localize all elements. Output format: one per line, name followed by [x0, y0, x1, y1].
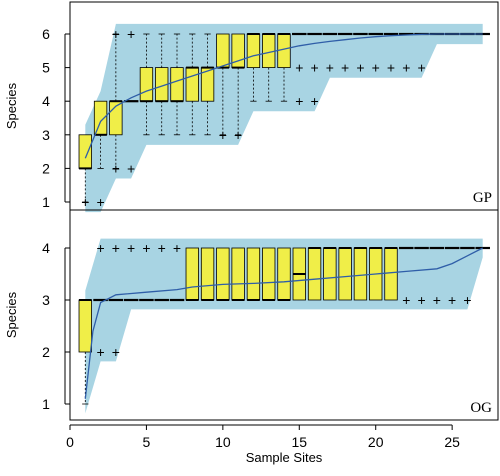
og-box-21 [384, 247, 398, 301]
og-outlier-7-0: + [173, 240, 181, 256]
og-outlier-6-0: + [158, 240, 166, 256]
og-outlier-5-0: + [142, 240, 150, 256]
og-y-axis: 1 2 3 4 [42, 240, 70, 412]
og-confidence-envelope [85, 238, 483, 414]
gp-y-tick-label-5: 5 [42, 60, 50, 76]
x-tick-label-0: 0 [66, 434, 74, 450]
x-tick-label-10: 10 [215, 434, 231, 450]
panel-gp: + + + + + + + + + + + + + + + + + + + 1 2 3 4 5 6 GP Species [4, 1, 499, 213]
og-envelope-area [85, 238, 483, 414]
gp-outlier-11-0: + [234, 127, 242, 143]
gp-boxplots: + + + + + + + + + + + + + + + + + + + [78, 26, 490, 210]
og-box-11 [231, 247, 245, 301]
og-y-tick-label-1: 1 [42, 396, 50, 412]
gp-outlier-16-0: + [310, 60, 318, 76]
og-outlier-2-0: + [96, 240, 104, 256]
og-box-16 [307, 247, 322, 301]
og-outlier-25-0: + [448, 292, 456, 308]
gp-outlier-23-0: + [417, 60, 425, 76]
gp-outlier-4-1: + [127, 160, 135, 176]
gp-outlier-17-0: + [326, 60, 334, 76]
gp-panel-label: GP [473, 190, 492, 206]
gp-box-12 [246, 33, 261, 68]
gp-outlier-16-1: + [310, 93, 318, 109]
gp-outlier-1-0: + [81, 194, 89, 210]
og-outlier-26-0: + [463, 292, 471, 308]
panel-og: + + + + + + + + + + + + + 1 2 3 4 0 5 10 15 20 25 OG Species… [4, 209, 499, 465]
og-outlier-2-1: + [96, 344, 104, 360]
gp-box-2 [93, 100, 108, 136]
og-box-19 [353, 247, 368, 301]
og-outlier-4-0: + [127, 240, 135, 256]
gp-box-14 [277, 33, 291, 68]
og-y-axis-title: Species [4, 291, 19, 338]
og-box-17 [323, 247, 337, 301]
og-box-14 [277, 247, 291, 301]
og-boxplots: + + + + + + + + + + + + + [78, 240, 490, 405]
gp-box-5 [139, 67, 154, 102]
og-outlier-3-0: + [112, 240, 120, 256]
gp-outlier-10-0: + [219, 127, 227, 143]
og-mean-line [84, 247, 483, 399]
gp-mean-line [84, 33, 483, 159]
gp-y-tick-label-2: 2 [42, 160, 50, 176]
og-y-tick-label-4: 4 [42, 240, 50, 256]
og-box-10 [216, 247, 230, 301]
gp-outlier-15-1: + [295, 93, 303, 109]
gp-y-axis-title: Species [4, 82, 19, 129]
gp-envelope-area [85, 23, 483, 213]
og-box-8 [185, 247, 199, 301]
gp-box-1 [78, 134, 92, 169]
gp-outlier-4-0: + [127, 26, 135, 42]
x-tick-label-15: 15 [291, 434, 307, 450]
og-panel-label: OG [470, 400, 492, 416]
og-outlier-3-1: + [112, 344, 120, 360]
gp-outlier-2-0: + [96, 194, 104, 210]
og-outlier-24-0: + [433, 292, 441, 308]
gp-outlier-15-0: + [295, 60, 303, 76]
gp-outlier-3-1: + [112, 160, 120, 176]
gp-y-axis: 1 2 3 4 5 6 [42, 26, 70, 210]
x-tick-label-20: 20 [368, 434, 384, 450]
og-box-13 [262, 247, 276, 301]
gp-outlier-20-0: + [372, 60, 380, 76]
gp-y-tick-label-3: 3 [42, 127, 50, 143]
gp-outlier-19-0: + [356, 60, 364, 76]
gp-box-10 [216, 33, 230, 68]
gp-box-13 [262, 33, 276, 68]
og-box-1 [78, 299, 92, 353]
x-tick-label-5: 5 [143, 434, 151, 450]
og-outlier-22-0: + [402, 292, 410, 308]
gp-confidence-envelope [85, 23, 483, 213]
og-box-9 [200, 247, 215, 301]
gp-y-tick-label-4: 4 [42, 93, 50, 109]
og-y-tick-label-2: 2 [42, 344, 50, 360]
gp-outlier-22-0: + [402, 60, 410, 76]
og-plot-frame [69, 209, 499, 421]
gp-outlier-3-0: + [112, 26, 120, 42]
gp-mean-curve [84, 33, 483, 159]
og-box-12 [246, 247, 261, 301]
gp-box-8 [185, 67, 199, 102]
og-y-tick-label-3: 3 [42, 292, 50, 308]
gp-outlier-21-0: + [387, 60, 395, 76]
og-mean-curve [84, 247, 483, 399]
x-axis-title: Sample Sites [246, 450, 323, 465]
og-box-18 [338, 247, 352, 301]
gp-box-7 [170, 67, 184, 102]
gp-outlier-18-0: + [341, 60, 349, 76]
x-tick-label-25: 25 [444, 434, 460, 450]
og-outlier-23-0: + [417, 292, 425, 308]
og-x-axis: 0 5 10 15 20 25 [66, 424, 460, 450]
gp-y-tick-label-6: 6 [42, 26, 50, 42]
gp-y-tick-label-1: 1 [42, 194, 50, 210]
